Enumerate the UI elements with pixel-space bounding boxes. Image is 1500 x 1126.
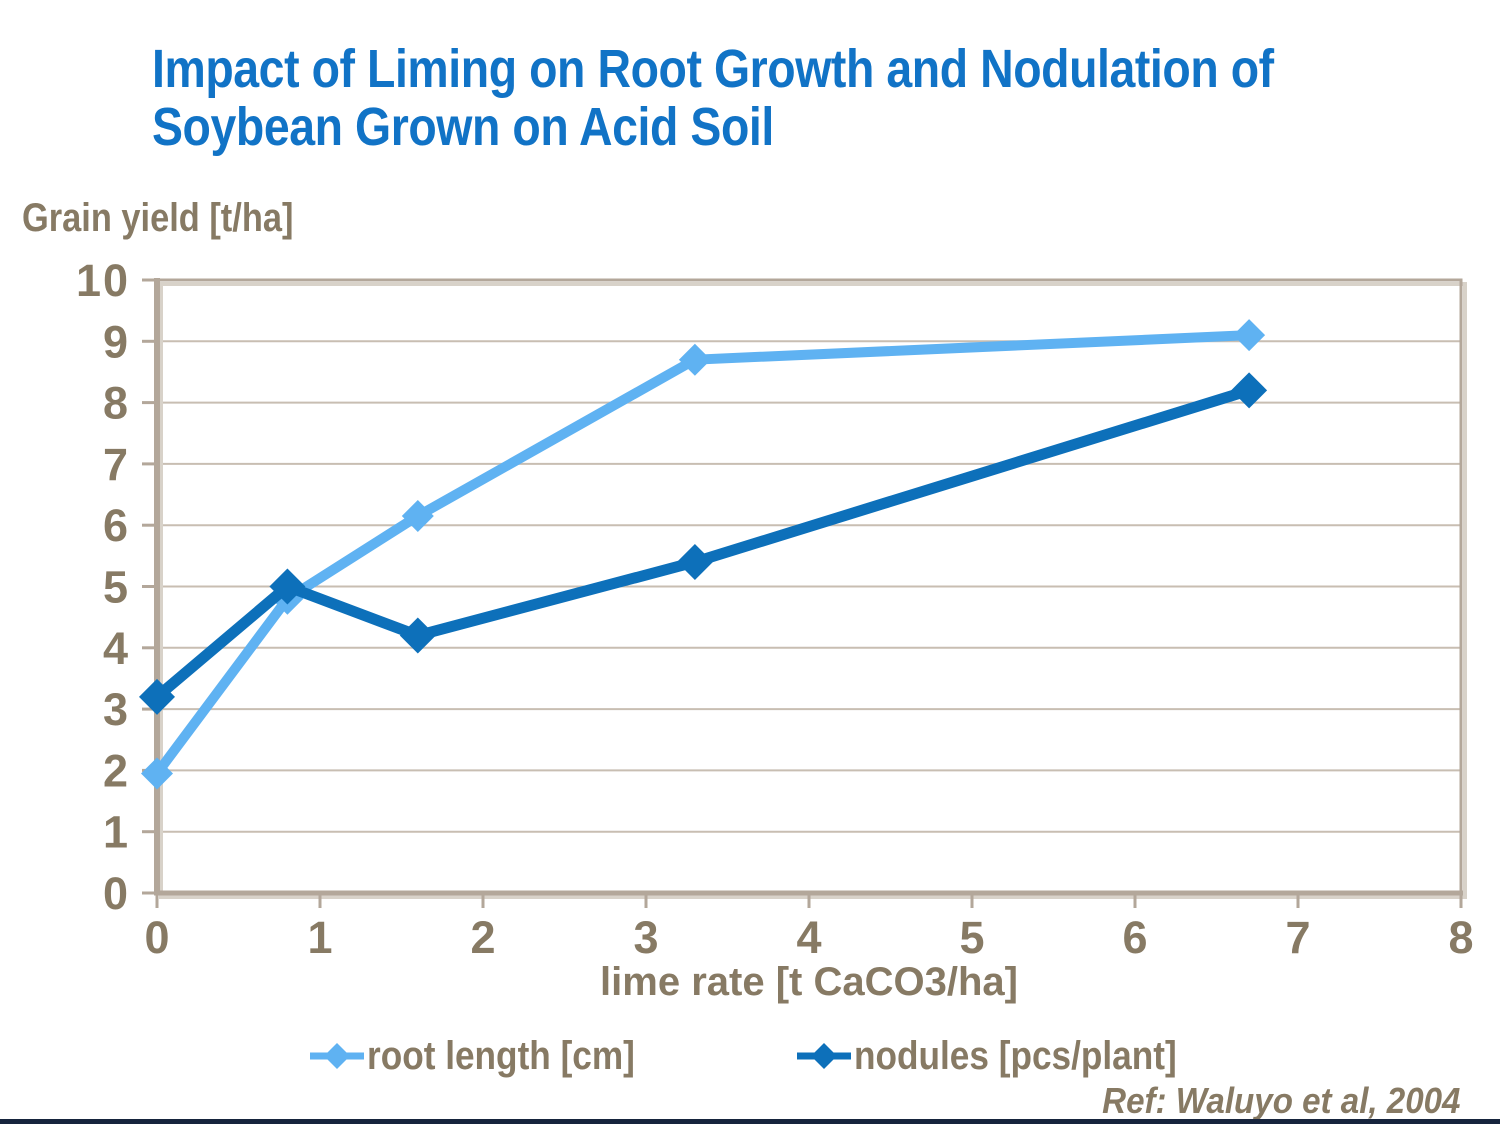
plot-border-shadow	[159, 282, 1467, 899]
legend-item-nodules: nodules [pcs/plant]	[797, 1033, 1221, 1079]
x-tick-label: 2	[470, 912, 495, 963]
legend-item-root-length: root length [cm]	[310, 1033, 671, 1079]
data-point-marker	[399, 617, 436, 654]
data-point-marker	[676, 543, 713, 580]
x-tick-label: 1	[307, 912, 332, 963]
data-point-marker	[1233, 319, 1266, 352]
data-point-marker	[1231, 372, 1268, 409]
data-point-marker	[139, 678, 175, 715]
data-point-marker	[269, 568, 306, 605]
y-axis-title: Grain yield [t/ha]	[22, 196, 294, 240]
x-tick-label: 8	[1448, 912, 1473, 963]
y-tick-label: 6	[103, 500, 130, 551]
y-tick-label: 1	[103, 807, 130, 858]
x-tick-label: 6	[1122, 912, 1147, 963]
reference-citation: Ref: Waluyo et al, 2004	[1101, 1080, 1460, 1121]
series-nodules	[139, 372, 1268, 715]
data-point-marker	[678, 343, 711, 376]
x-axis-title: lime rate [t CaCO3/ha]	[600, 960, 1018, 1004]
legend-label-root-length: root length [cm]	[367, 1033, 635, 1078]
y-tick-label: 4	[103, 623, 130, 674]
axis-ticks: 0 1 2 3 4 5 6 7 8 9 10 0 1 2 3 4 5 6 7 8	[76, 255, 1474, 963]
x-tick-label: 3	[633, 912, 658, 963]
x-tick-label: 0	[144, 912, 169, 963]
y-tick-label: 5	[103, 562, 130, 613]
series-line	[151, 384, 1255, 703]
x-tick-label: 4	[796, 912, 821, 963]
y-tick-label: 2	[103, 745, 130, 796]
y-tick-label: 3	[103, 684, 130, 735]
data-point-marker	[401, 500, 434, 533]
footer-bar	[0, 1119, 1500, 1124]
y-tick-label: 0	[103, 868, 130, 919]
y-tick-label: 7	[103, 439, 130, 490]
chart-title: Impact of Liming on Root Growth and Nodu…	[152, 39, 1274, 157]
y-tick-label: 9	[103, 316, 130, 367]
root-length-legend-marker-icon	[310, 1043, 364, 1069]
y-tick-label: 8	[103, 378, 130, 429]
gridlines	[157, 340, 1461, 833]
nodules-legend-marker-icon	[797, 1043, 851, 1069]
x-tick-label: 7	[1285, 912, 1310, 963]
y-tick-label: 10	[76, 255, 130, 306]
legend-label-nodules: nodules [pcs/plant]	[854, 1033, 1177, 1078]
x-tick-label: 5	[959, 912, 984, 963]
data-point-marker	[141, 757, 173, 790]
